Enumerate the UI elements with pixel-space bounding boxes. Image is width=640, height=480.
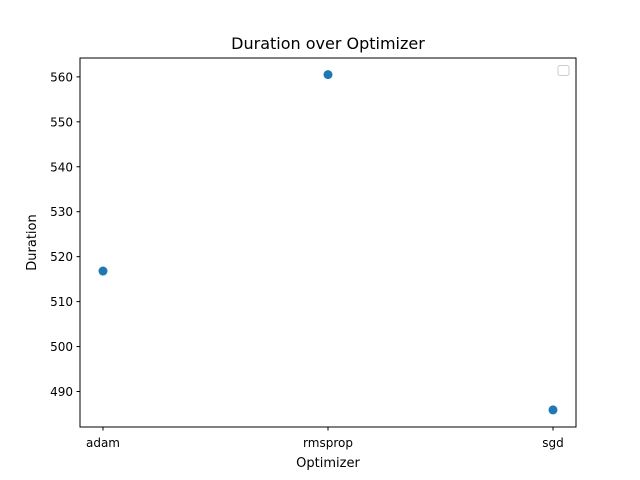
data-point xyxy=(98,266,108,276)
y-tick-label: 560 xyxy=(50,70,73,84)
y-tick-label: 550 xyxy=(50,115,73,129)
y-tick-label: 510 xyxy=(50,295,73,309)
data-points xyxy=(98,70,558,415)
y-tick-label: 490 xyxy=(50,385,73,399)
y-tick-label: 530 xyxy=(50,205,73,219)
chart-title: Duration over Optimizer xyxy=(231,34,425,53)
x-tick-label: rmsprop xyxy=(303,436,353,450)
y-tick-label: 540 xyxy=(50,160,73,174)
x-axis-label: Optimizer xyxy=(296,456,360,471)
data-point xyxy=(548,405,558,415)
y-axis-label: Duration xyxy=(25,214,40,270)
y-axis: 490 500 510 520 530 540 550 560 xyxy=(50,70,80,399)
x-tick-label: adam xyxy=(86,436,120,450)
x-tick-label: sgd xyxy=(542,436,564,450)
data-point xyxy=(323,70,333,80)
legend-box xyxy=(557,65,570,76)
y-tick-label: 500 xyxy=(50,340,73,354)
y-tick-label: 520 xyxy=(50,250,73,264)
x-axis: adam rmsprop sgd xyxy=(86,427,564,450)
